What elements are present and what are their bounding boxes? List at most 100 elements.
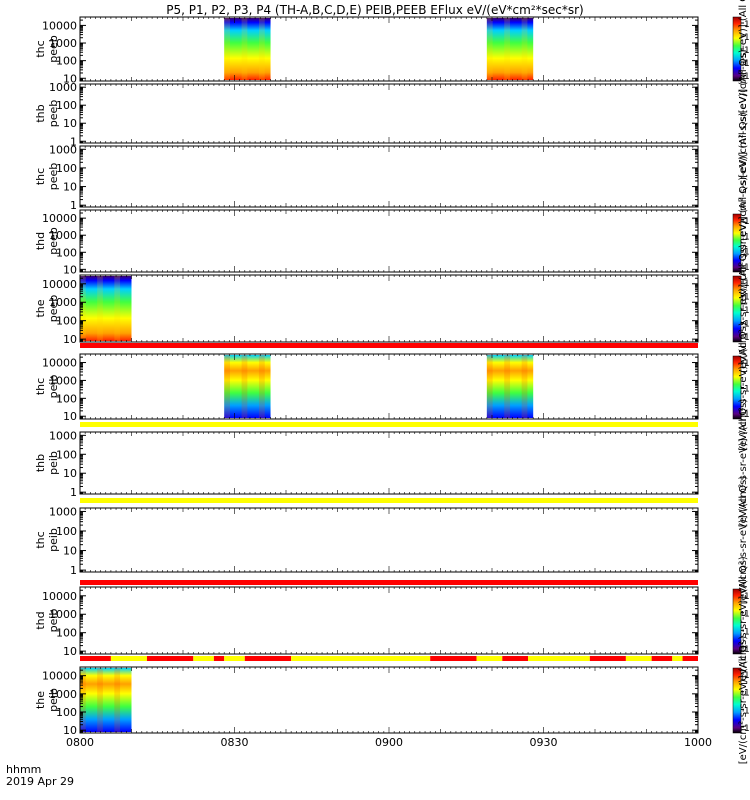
panel-label-product: peib [47, 375, 60, 399]
quality-bar-segment [672, 656, 683, 661]
panel-label-probe: thd [34, 611, 47, 629]
y-tick-label: 100 [56, 627, 77, 640]
y-tick-label: 1 [70, 486, 77, 499]
y-tick-label: 10000 [42, 212, 77, 225]
y-tick-label: 10000 [42, 19, 77, 32]
spectrogram-block [80, 276, 132, 341]
panel-label-probe: thc [34, 378, 47, 395]
y-tick-label: 10000 [42, 278, 77, 291]
quality-bar-segment [193, 656, 214, 661]
quality-bar-segment [146, 656, 194, 661]
y-tick-label: 10 [63, 117, 77, 130]
y-tick-label: 1000 [49, 688, 77, 701]
panel-label-probe: thc [34, 531, 47, 548]
y-tick-label: 10 [63, 410, 77, 423]
y-tick-label: 100 [56, 55, 77, 68]
panel-frame [79, 274, 699, 343]
panel-frame [79, 145, 699, 208]
y-tick-label: 100 [56, 706, 77, 719]
colorbar-tick-label: 10⁵ [744, 689, 750, 699]
colorbar-label: [eV/(cm²-s-sr-eV)] (All Qs) [738, 636, 749, 765]
panels: 10100100010000thcpeeb10⁷10⁶10⁵10⁴10³[eV/… [34, 0, 750, 764]
spectrogram-strip [521, 355, 528, 418]
y-tick-label: 100 [56, 392, 77, 405]
spectrogram-block [80, 668, 132, 732]
colorbar-tick-label: 10⁵ [744, 359, 750, 369]
y-tick-label: 1 [70, 199, 77, 212]
quality-bar-segment [430, 656, 477, 661]
quality-bar-segment [682, 656, 698, 661]
spectrogram-strip [504, 355, 511, 418]
panel-label-probe: thc [34, 168, 47, 185]
spectrogram-block [486, 18, 534, 80]
spectrogram-strip [258, 18, 265, 80]
y-tick-label: 1 [70, 135, 77, 148]
spectrogram-strip [80, 668, 86, 732]
y-tick-label: 1000 [49, 505, 77, 518]
x-tick-label: 0930 [530, 736, 558, 749]
colorbar-label: [eV/(cm²-s-sr-eV)] (All Qs) [738, 476, 749, 605]
spectrogram-strip [97, 668, 103, 732]
colorbar-tick-label: 10⁵ [744, 610, 750, 620]
panel-label-product: peib [47, 609, 60, 633]
panel-label-product: peeb [47, 227, 60, 255]
y-tick-label: 10 [63, 467, 77, 480]
colorbar-label: [eV/(cm²-s-sr-eV)] (All Qs) [738, 322, 749, 451]
panel-frame [79, 431, 699, 495]
colorbar-label: [eV/(cm²-s-sr-eV)] (All Qs) [738, 177, 749, 306]
panel-frame [79, 209, 699, 273]
quality-bar-segment [502, 656, 529, 661]
panel-label-probe: thd [34, 232, 47, 250]
y-tick-label: 10 [63, 72, 77, 85]
panel-label-product: peib [47, 451, 60, 475]
colorbar-tick-label: 10⁴ [744, 333, 750, 343]
x-axis: 0800 0830 0900 0930 1000 [66, 17, 712, 749]
panel-label-product: peib [47, 688, 60, 712]
x-axis-label-date: 2019 Apr 29 [6, 775, 74, 788]
panel-label-product: peeb [47, 163, 60, 191]
colorbar-tick-label: 10⁶ [744, 671, 750, 681]
panel-frame [79, 666, 699, 734]
colorbar-tick-label: 10⁴ [744, 59, 750, 69]
quality-bar-segment [589, 656, 626, 661]
spectrogram-strip [241, 355, 248, 418]
colorbar-tick-label: 10⁴ [744, 385, 750, 395]
colorbar-tick-label: 10⁶ [744, 33, 750, 43]
colorbar-tick-label: 10⁸ [744, 279, 750, 289]
colorbar-tick-label: 10⁷ [744, 20, 750, 30]
panel-label-product: peib [47, 528, 60, 552]
spectrogram-strip [486, 18, 493, 80]
colorbar-tick-label: 10⁴ [744, 627, 750, 637]
colorbar-label: [eV/(cm²-s-sr-eV)] (All Qs) [738, 556, 749, 685]
y-tick-label: 10 [63, 333, 77, 346]
colorbar-label: [eV/(cm²-s-sr-eV)] (All Qs) [738, 0, 749, 113]
spectrogram-strip [224, 355, 230, 418]
colorbar-tick-label: 10⁶ [744, 232, 750, 242]
quality-bar-segment [80, 422, 698, 427]
spectrogram-block [224, 18, 271, 80]
quality-bar-segment [476, 656, 503, 661]
spectrogram-strip [97, 276, 103, 341]
panel-frame [79, 16, 699, 82]
spectrogram-strip [241, 18, 248, 80]
colorbar-tick-label: 10⁶ [744, 592, 750, 602]
y-tick-label: 1000 [49, 81, 77, 94]
quality-bar-segment [651, 656, 673, 661]
y-tick-label: 1000 [49, 296, 77, 309]
colorbar-tick-label: 10³ [744, 645, 750, 655]
quality-bar-segment [80, 580, 698, 585]
y-tick-label: 1000 [49, 608, 77, 621]
colorbar-tick-label: 10³ [744, 410, 750, 420]
panel-label-probe: thc [34, 40, 47, 57]
spectrogram-strip [224, 18, 230, 80]
colorbar [732, 667, 742, 734]
y-tick-label: 10 [63, 181, 77, 194]
chart-title: P5, P1, P2, P3, P4 (TH-A,B,C,D,E) PEIB,P… [166, 3, 583, 17]
colorbar-tick-label: 10³ [744, 724, 750, 734]
quality-bar-segment [528, 656, 590, 661]
